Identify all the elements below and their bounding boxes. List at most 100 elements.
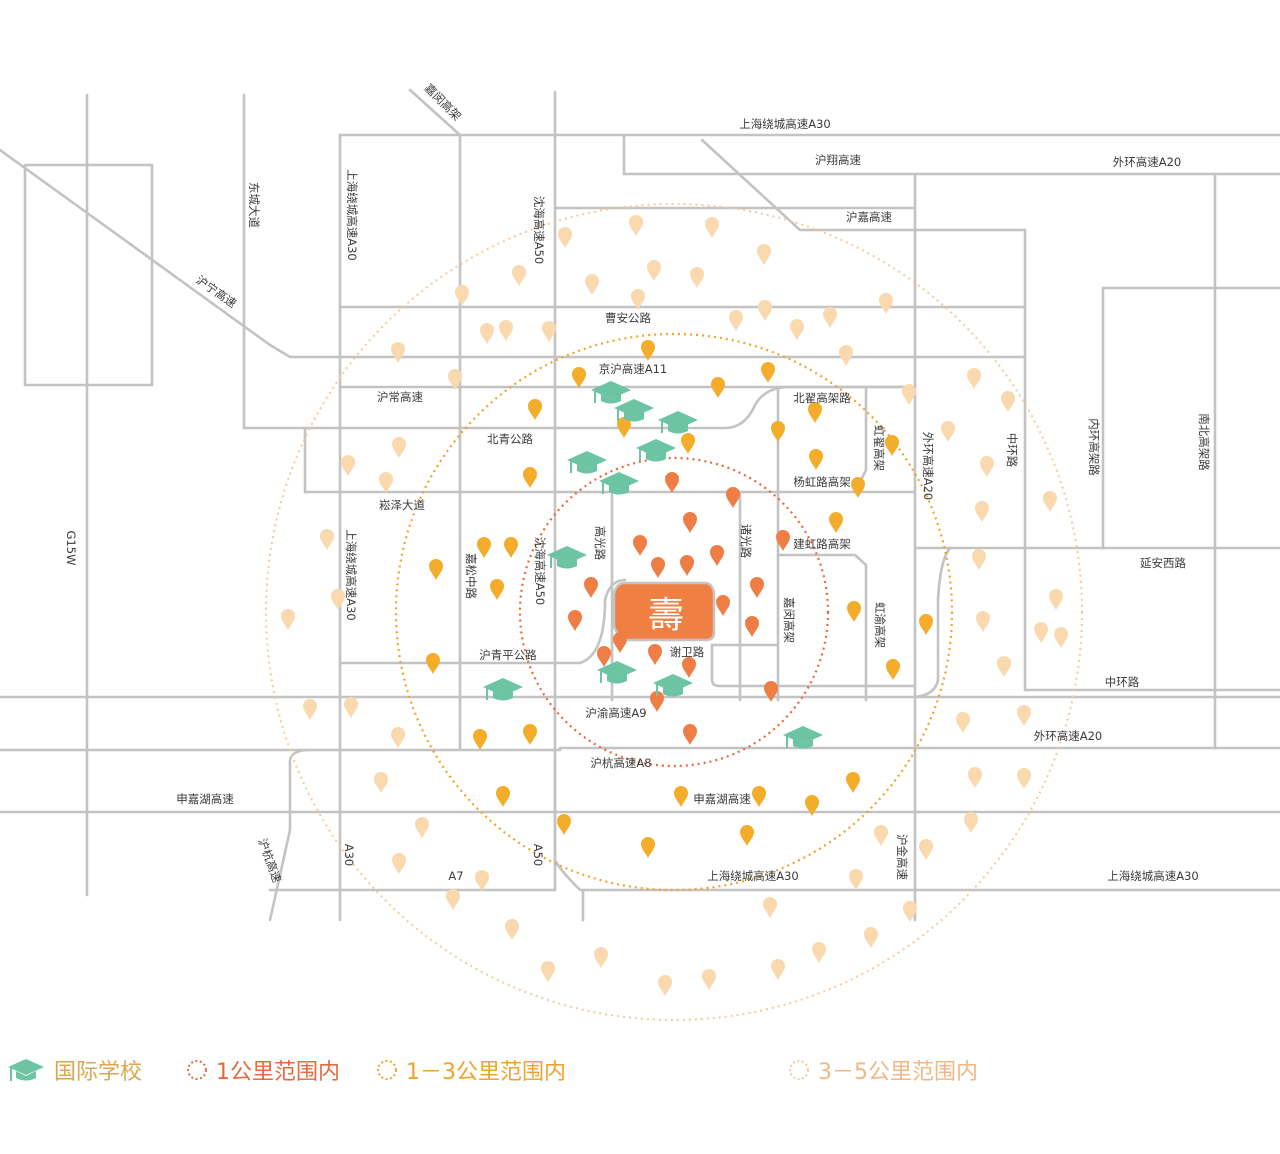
map-pin-3-5km: [392, 853, 406, 874]
map-pin-3-5km: [968, 767, 982, 788]
map-pin-3-5km: [446, 889, 460, 910]
map-pin-3-5km: [964, 812, 978, 833]
map-pin-3-5km: [391, 727, 405, 748]
map-pin-3-5km: [879, 293, 893, 314]
legend-3-5km-label: 3－5公里范围内: [818, 1060, 978, 1085]
road-label: 虹渝高架: [873, 602, 887, 648]
map-pin-3-5km: [341, 455, 355, 476]
road-label: 沈海高速A50: [533, 537, 547, 606]
map-pin-1-3km: [752, 786, 766, 807]
map-pin-1-3km: [617, 417, 631, 438]
ring-1km: [518, 456, 830, 768]
map-pin-1-3km: [557, 814, 571, 835]
dotted-circle-icon: [789, 1060, 809, 1080]
map-pin-1-3km: [523, 467, 537, 488]
map-pin-1-3km: [572, 367, 586, 388]
map-pin-3-5km: [448, 369, 462, 390]
map-pin-3-5km: [379, 472, 393, 493]
map-pin-1km: [651, 557, 665, 578]
map-pin-3-5km: [1043, 491, 1057, 512]
map-pin-3-5km: [631, 289, 645, 310]
graduation-cap-icon: [8, 1059, 44, 1081]
map-pin-3-5km: [839, 345, 853, 366]
road-label: 沪青平公路: [479, 648, 537, 662]
map-pin-1-3km: [504, 537, 518, 558]
map-pin-3-5km: [980, 456, 994, 477]
road-label: 嘉闵高架: [422, 81, 464, 123]
map-pin-3-5km: [758, 300, 772, 321]
road-label: 谢卫路: [670, 645, 705, 659]
pins-layer: [281, 215, 1068, 996]
map-pin-1km: [750, 577, 764, 598]
map-pin-1km: [716, 595, 730, 616]
project-logo: 壽: [648, 595, 684, 636]
map-pin-3-5km: [690, 267, 704, 288]
school-marker: [599, 472, 639, 495]
map-pin-3-5km: [391, 342, 405, 363]
legend-1km: 1公里范围内: [186, 1052, 340, 1088]
map-pin-1-3km: [761, 362, 775, 383]
road-label: 沪嘉高速: [846, 210, 892, 224]
map-pin-3-5km: [455, 285, 469, 306]
map-pin-1km: [680, 555, 694, 576]
map-pin-1-3km: [426, 653, 440, 674]
map-pin-3-5km: [864, 927, 878, 948]
road-label: 北翟高架路: [793, 391, 851, 405]
road-label: 曹安公路: [605, 311, 651, 325]
road-label: 嘉闵高架: [782, 597, 796, 643]
map-pin-3-5km: [541, 961, 555, 982]
map-pin-1km: [568, 610, 582, 631]
map-pin-1km: [776, 530, 790, 551]
map-pin-1-3km: [641, 837, 655, 858]
map-pin-3-5km: [702, 969, 716, 990]
road-label: 沪渝高速A9: [585, 706, 646, 720]
school-marker: [636, 439, 676, 462]
map-pin-3-5km: [975, 501, 989, 522]
road-label: 上海绕城高速A30: [1107, 869, 1199, 883]
map-pin-1km: [633, 535, 647, 556]
map-pin-3-5km: [763, 897, 777, 918]
map-pin-3-5km: [757, 244, 771, 265]
map-pin-1km: [584, 577, 598, 598]
map-pin-1km: [745, 616, 759, 637]
map-pin-1-3km: [846, 772, 860, 793]
road-label: G15W: [64, 531, 78, 566]
map-pin-3-5km: [729, 310, 743, 331]
map-pin-3-5km: [823, 307, 837, 328]
map-pin-3-5km: [919, 839, 933, 860]
school-marker: [783, 726, 823, 749]
road-label: A50: [531, 844, 545, 867]
road-labels: 上海绕城高速A30 沪翔高速 外环高速A20 沪嘉高速 嘉闵高架 沪宁高速 东城…: [64, 81, 1211, 885]
map-pin-1-3km: [740, 825, 754, 846]
road-label: A30: [342, 844, 356, 867]
map-pin-1km: [613, 632, 627, 653]
map-pin-3-5km: [1001, 391, 1015, 412]
map-pin-3-5km: [849, 869, 863, 890]
map-pin-1-3km: [429, 559, 443, 580]
road-label: 嘉松中路: [464, 553, 478, 599]
map-pin-3-5km: [594, 947, 608, 968]
map-pin-3-5km: [1017, 768, 1031, 789]
map-pin-3-5km: [705, 217, 719, 238]
location-map: 壽 上海绕城高速A30 沪翔高速 外环高速A20 沪嘉高速 嘉闵高架 沪宁高速 …: [0, 81, 1280, 1021]
map-pin-1km: [726, 487, 740, 508]
map-pin-1km: [683, 512, 697, 533]
map-pin-1-3km: [805, 795, 819, 816]
map-pin-1km: [648, 644, 662, 665]
map-pin-3-5km: [1017, 705, 1031, 726]
map-pin-3-5km: [1054, 627, 1068, 648]
school-marker: [597, 661, 637, 684]
map-pin-3-5km: [344, 697, 358, 718]
legend-school: 国际学校: [6, 1052, 142, 1088]
map-pin-3-5km: [505, 919, 519, 940]
road-label: 杨虹路高架: [793, 475, 851, 489]
school-marker: [483, 678, 523, 701]
legend-3-5km: 3－5公里范围内: [788, 1052, 978, 1088]
map-pin-1-3km: [490, 579, 504, 600]
road-label: 京沪高速A11: [599, 362, 668, 376]
map-pin-1-3km: [847, 601, 861, 622]
map-pin-1-3km: [885, 435, 899, 456]
road-label: 沪杭高速A8: [590, 756, 651, 770]
road-label: 沪杭高速: [255, 837, 284, 885]
schools-layer: [483, 381, 823, 749]
